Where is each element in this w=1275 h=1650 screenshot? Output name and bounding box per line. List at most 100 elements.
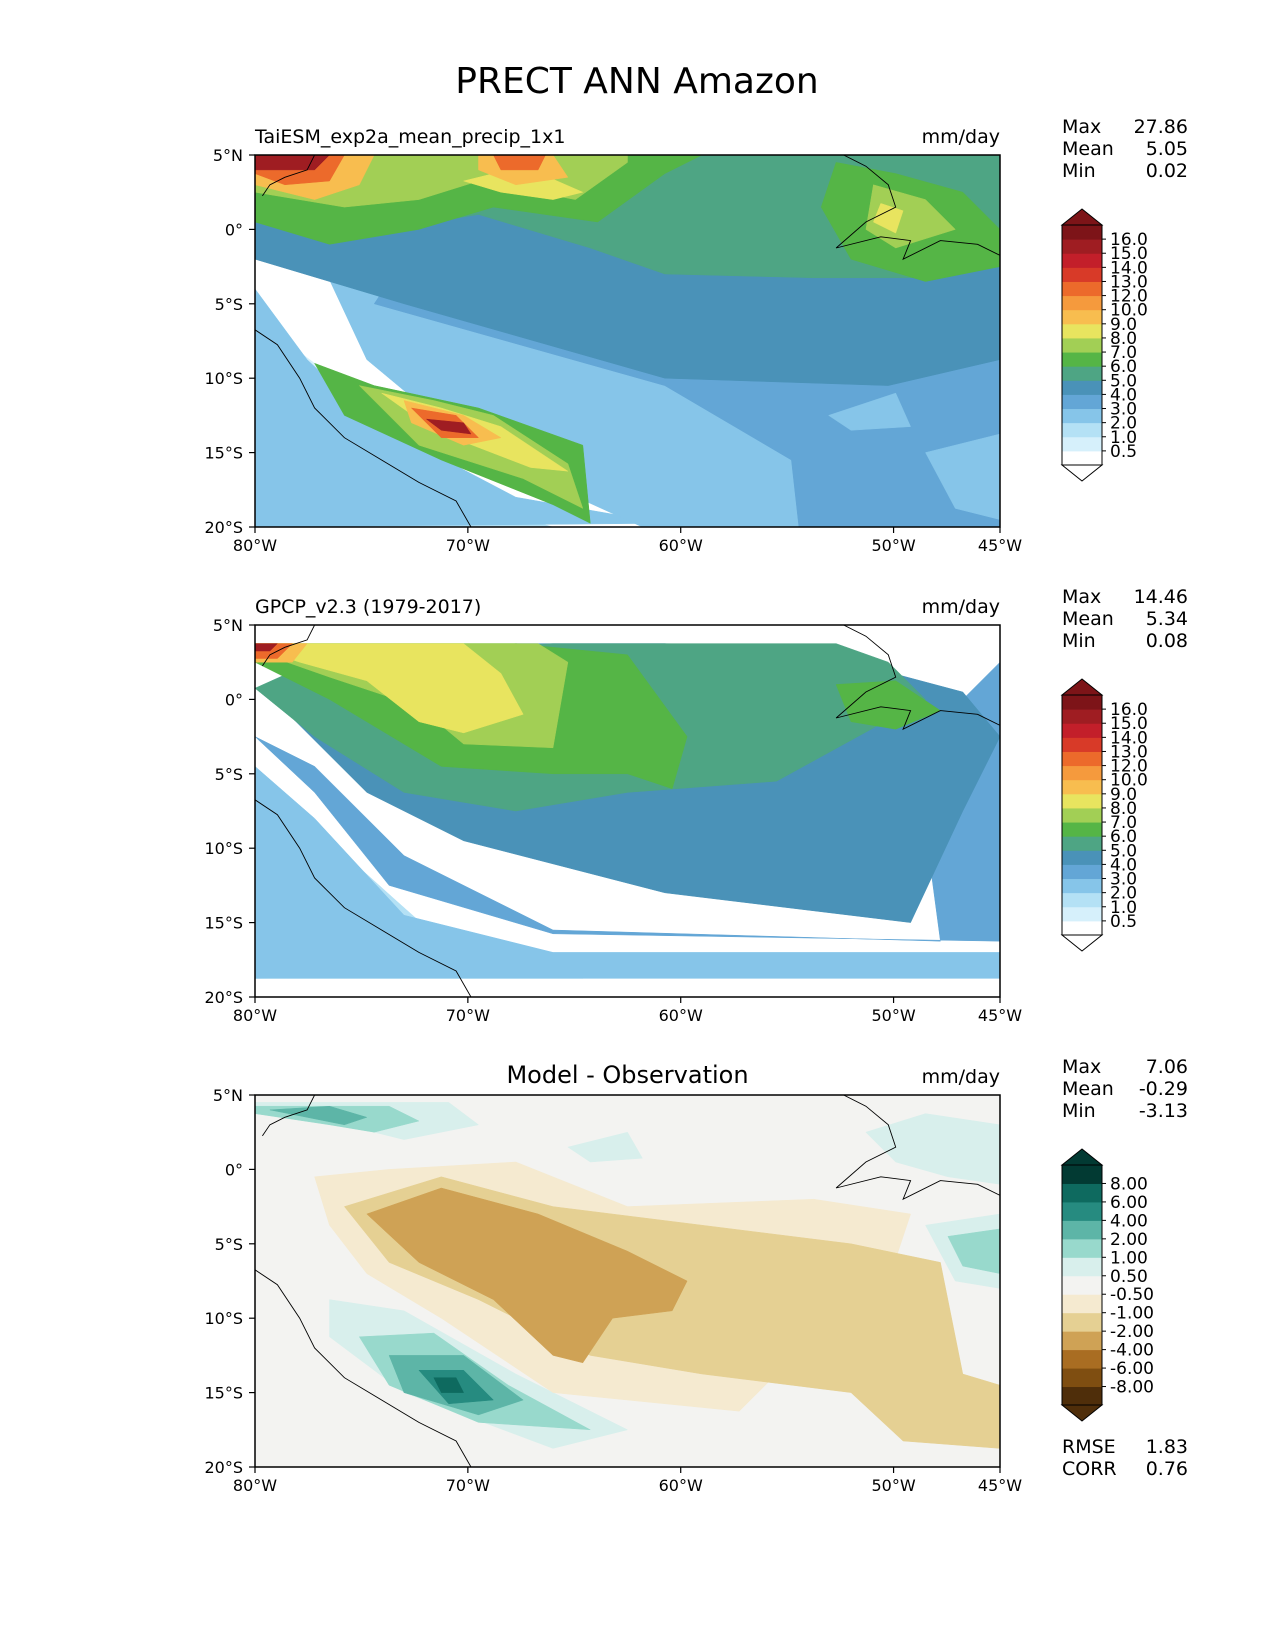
colorbar-label: 13.0 xyxy=(1110,742,1148,762)
panel-title: TaiESM_exp2a_mean_precip_1x1 xyxy=(254,126,565,148)
y-tick-label: 5°N xyxy=(213,1086,243,1105)
y-tick-label: 20°S xyxy=(204,518,243,537)
colorbar-segment xyxy=(1062,323,1102,339)
units-label: mm/day xyxy=(922,1066,1000,1088)
colorbar-segment xyxy=(1062,1312,1102,1332)
coastline xyxy=(835,155,1000,261)
y-tick-label: 5°S xyxy=(215,1235,243,1254)
colorbar-segment xyxy=(1062,709,1102,724)
colorbar-segment xyxy=(1062,1331,1102,1351)
colorbar-label: 12.0 xyxy=(1110,287,1148,307)
stat-value: 7.06 xyxy=(1146,1056,1188,1078)
units-label: mm/day xyxy=(922,126,1000,148)
stat-label: Min xyxy=(1062,630,1096,652)
coastline xyxy=(262,155,316,197)
colorbar-label: 4.0 xyxy=(1110,385,1137,405)
colorbar-label: 10.0 xyxy=(1110,301,1148,321)
colorbar-label: 8.0 xyxy=(1110,329,1137,349)
metric-label: CORR xyxy=(1062,1458,1117,1480)
colorbar-frame xyxy=(1061,224,1103,466)
stat-value: 14.46 xyxy=(1134,586,1188,608)
colorbar-label: 5.0 xyxy=(1110,371,1137,391)
colorbar-extend-top xyxy=(1060,208,1104,226)
contour-region xyxy=(255,766,1000,979)
coastline xyxy=(262,1095,316,1137)
colorbar-label: -8.00 xyxy=(1110,1378,1154,1398)
colorbar-segment xyxy=(1062,1386,1102,1406)
x-tick-label: 80°W xyxy=(233,1476,277,1495)
map-panel-test: TaiESM_exp2a_mean_precip_1x1 mm/day 80°W 70… xyxy=(204,116,1188,555)
x-tick-label: 60°W xyxy=(659,1006,703,1025)
colorbar-segment xyxy=(1062,408,1102,424)
colorbar-label: 6.0 xyxy=(1110,827,1137,847)
colorbar-segment xyxy=(1062,422,1102,438)
colorbar-label: 2.0 xyxy=(1110,414,1137,434)
colorbar-label: -0.50 xyxy=(1110,1285,1154,1305)
colorbar-label: 12.0 xyxy=(1110,757,1148,777)
units-label: mm/day xyxy=(922,596,1000,618)
coastline xyxy=(835,1095,1000,1201)
colorbar-segment xyxy=(1062,1349,1102,1369)
contour-region xyxy=(865,184,956,249)
x-tick-label: 50°W xyxy=(871,1476,915,1495)
stat-value: -0.29 xyxy=(1139,1078,1188,1100)
colorbar-segment xyxy=(1062,878,1102,894)
contour-region xyxy=(366,1187,688,1364)
coastline xyxy=(262,625,316,667)
colorbar-segment xyxy=(1062,450,1102,466)
y-tick-label: 15°S xyxy=(204,1384,243,1403)
colorbar-label: 8.0 xyxy=(1110,799,1137,819)
colorbar-label: -2.00 xyxy=(1110,1322,1154,1342)
x-tick-label: 50°W xyxy=(871,536,915,555)
panel-title: GPCP_v2.3 (1979-2017) xyxy=(255,596,481,618)
stat-label: Min xyxy=(1062,160,1096,182)
y-tick-label: 0° xyxy=(225,1160,243,1179)
contour-region xyxy=(255,643,279,652)
x-tick-label: 60°W xyxy=(659,1476,703,1495)
colorbar-label: 0.50 xyxy=(1110,1267,1148,1287)
stat-value: 5.34 xyxy=(1146,608,1188,630)
colorbar-label: 1.0 xyxy=(1110,428,1137,448)
coastline xyxy=(255,329,472,527)
colorbar-label: 8.00 xyxy=(1110,1174,1148,1194)
colorbar-segment xyxy=(1062,751,1102,767)
colorbar-segment xyxy=(1062,1238,1102,1258)
colorbar-segment xyxy=(1062,1220,1102,1240)
y-tick-label: 10°S xyxy=(204,1309,243,1328)
colorbar-segment xyxy=(1062,380,1102,395)
colorbar-segment xyxy=(1062,836,1102,851)
x-tick-label: 45°W xyxy=(978,1006,1022,1025)
colorbar-label: 5.0 xyxy=(1110,841,1137,861)
contour-region xyxy=(425,418,472,435)
colorbar-segment xyxy=(1062,737,1102,752)
colorbar-segment xyxy=(1062,436,1102,452)
colorbar-label: -4.00 xyxy=(1110,1341,1154,1361)
map-frame xyxy=(254,154,1001,528)
stat-label: Mean xyxy=(1062,1078,1114,1100)
colorbar-segment xyxy=(1062,1201,1102,1221)
stat-value: -3.13 xyxy=(1139,1100,1188,1122)
metric-label: RMSE xyxy=(1062,1436,1116,1458)
map-frame xyxy=(254,624,1001,998)
colorbar: -8.00-6.00-4.00-2.00-1.00-0.500.501.002.… xyxy=(1060,1148,1154,1422)
colorbar-label: 2.00 xyxy=(1110,1230,1148,1250)
contour-region xyxy=(947,1228,1000,1274)
colorbar-frame xyxy=(1061,694,1103,936)
colorbar: 0.51.02.03.04.05.06.07.08.09.010.012.013… xyxy=(1060,208,1148,482)
colorbar-label: 16.0 xyxy=(1110,230,1148,250)
colorbar-segment xyxy=(1062,920,1102,936)
colorbar-segment xyxy=(1062,779,1102,795)
stat-value: 0.08 xyxy=(1146,630,1188,652)
colorbar-segment xyxy=(1062,1368,1102,1388)
colorbar-label: 6.0 xyxy=(1110,357,1137,377)
stat-value: 27.86 xyxy=(1134,116,1188,138)
colorbar-segment xyxy=(1062,723,1102,738)
colorbar-segment xyxy=(1062,253,1102,268)
y-tick-label: 5°N xyxy=(213,616,243,635)
x-tick-label: 70°W xyxy=(446,1006,490,1025)
stat-value: 5.05 xyxy=(1146,138,1188,160)
y-tick-label: 15°S xyxy=(204,914,243,933)
stat-label: Max xyxy=(1062,1056,1101,1078)
x-tick-label: 45°W xyxy=(978,1476,1022,1495)
